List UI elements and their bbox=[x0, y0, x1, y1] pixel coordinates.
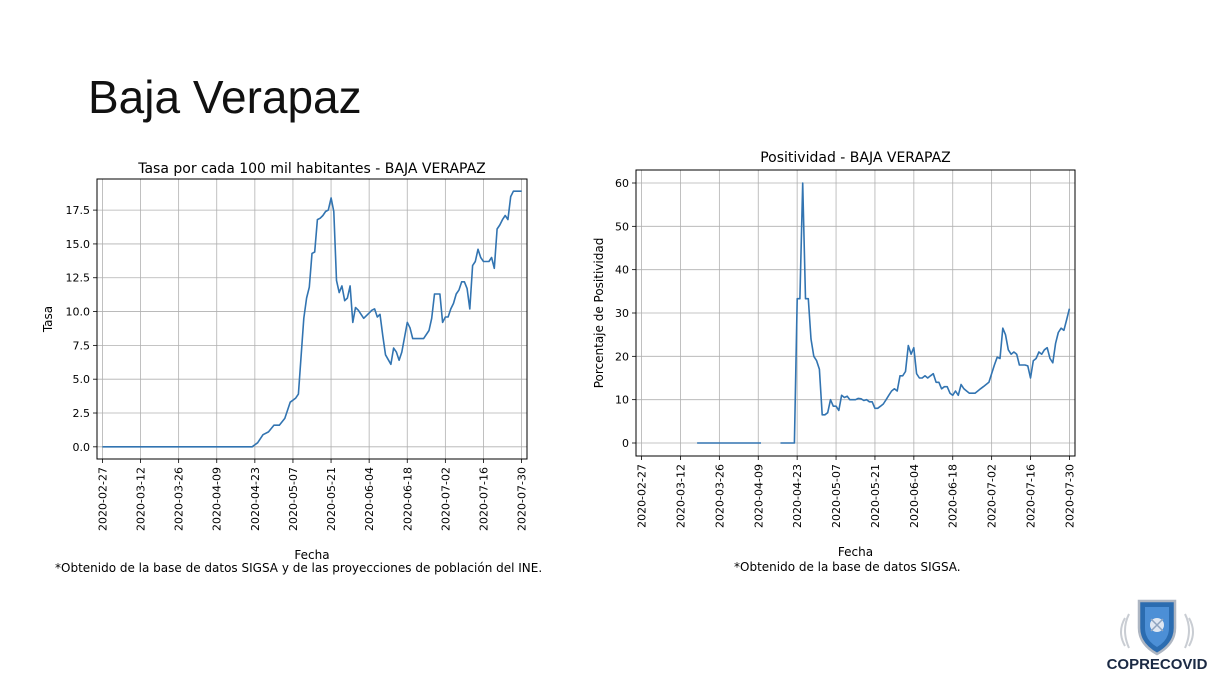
x-tick-label: 2020-05-07 bbox=[830, 464, 843, 528]
y-axis-label: Porcentaje de Positividad bbox=[592, 238, 606, 389]
shield-emblem-icon bbox=[1120, 599, 1194, 656]
y-tick-label: 2.5 bbox=[73, 407, 91, 420]
x-tick-label: 2020-07-30 bbox=[516, 467, 529, 531]
x-tick-label: 2020-05-07 bbox=[287, 467, 300, 531]
x-tick-label: 2020-04-23 bbox=[791, 464, 804, 528]
x-tick-label: 2020-03-26 bbox=[173, 467, 186, 531]
x-tick-label: 2020-06-18 bbox=[401, 467, 414, 531]
y-tick-label: 10 bbox=[615, 394, 629, 407]
plot-frame bbox=[635, 169, 1076, 457]
coprecovid-logo: COPRECOVID bbox=[1095, 598, 1223, 680]
chart-title: Positividad - BAJA VERAPAZ bbox=[760, 150, 951, 166]
x-tick-label: 2020-07-30 bbox=[1063, 464, 1076, 528]
tasa-line-chart: 2020-02-27 2020-03-12 2020-03-26 2020-04-09… bbox=[41, 161, 529, 562]
chart-title: Tasa por cada 100 mil habitantes - BAJA … bbox=[137, 161, 486, 177]
positividad-line-chart: 2020-02-27 2020-03-12 2020-03-26 2020-04-09… bbox=[592, 150, 1076, 559]
y-tick-label: 0 bbox=[622, 437, 629, 450]
x-axis-label: Fecha bbox=[838, 545, 873, 559]
slide-title: Baja Verapaz bbox=[88, 71, 362, 123]
series-line bbox=[102, 190, 522, 448]
chart-2-footnote: *Obtenido de la base de datos SIGSA. bbox=[734, 560, 961, 574]
y-tick-label: 15.0 bbox=[66, 238, 91, 251]
x-tick-label: 2020-02-27 bbox=[636, 464, 649, 528]
x-tick-label: 2020-04-23 bbox=[249, 467, 262, 531]
x-axis-label: Fecha bbox=[294, 548, 329, 562]
x-tick-label: 2020-07-02 bbox=[439, 467, 452, 531]
x-tick-label: 2020-05-21 bbox=[869, 464, 882, 528]
plot-frame bbox=[96, 178, 528, 460]
y-tick-label: 30 bbox=[615, 307, 629, 320]
y-tick-label: 60 bbox=[615, 177, 629, 190]
x-tick-label: 2020-06-18 bbox=[947, 464, 960, 528]
x-tick-label: 2020-07-16 bbox=[1025, 464, 1038, 528]
y-tick-label: 10.0 bbox=[66, 306, 91, 319]
y-tick-label: 7.5 bbox=[73, 339, 91, 352]
x-tick-label: 2020-02-27 bbox=[96, 467, 109, 531]
y-tick-label: 0.0 bbox=[73, 441, 91, 454]
y-tick-label: 12.5 bbox=[66, 272, 91, 285]
series-line bbox=[780, 182, 1071, 444]
x-tick-label: 2020-05-21 bbox=[325, 467, 338, 531]
y-tick-label: 40 bbox=[615, 264, 629, 277]
x-tick-label: 2020-03-12 bbox=[674, 464, 687, 528]
x-tick-label: 2020-06-04 bbox=[908, 464, 921, 528]
x-tick-label: 2020-07-02 bbox=[986, 464, 999, 528]
y-tick-label: 17.5 bbox=[66, 204, 91, 217]
x-tick-label: 2020-04-09 bbox=[211, 467, 224, 531]
x-tick-label: 2020-03-26 bbox=[713, 464, 726, 528]
x-tick-label: 2020-06-04 bbox=[363, 467, 376, 531]
x-tick-label: 2020-04-09 bbox=[752, 464, 765, 528]
y-axis-label: Tasa bbox=[41, 306, 55, 333]
chart-1-footnote: *Obtenido de la base de datos SIGSA y de… bbox=[55, 561, 543, 575]
x-tick-label: 2020-07-16 bbox=[477, 467, 490, 531]
y-tick-label: 5.0 bbox=[73, 373, 91, 386]
x-tick-label: 2020-03-12 bbox=[135, 467, 148, 531]
y-tick-label: 50 bbox=[615, 220, 629, 233]
y-tick-label: 20 bbox=[615, 350, 629, 363]
logo-text: COPRECOVID bbox=[1106, 656, 1208, 673]
